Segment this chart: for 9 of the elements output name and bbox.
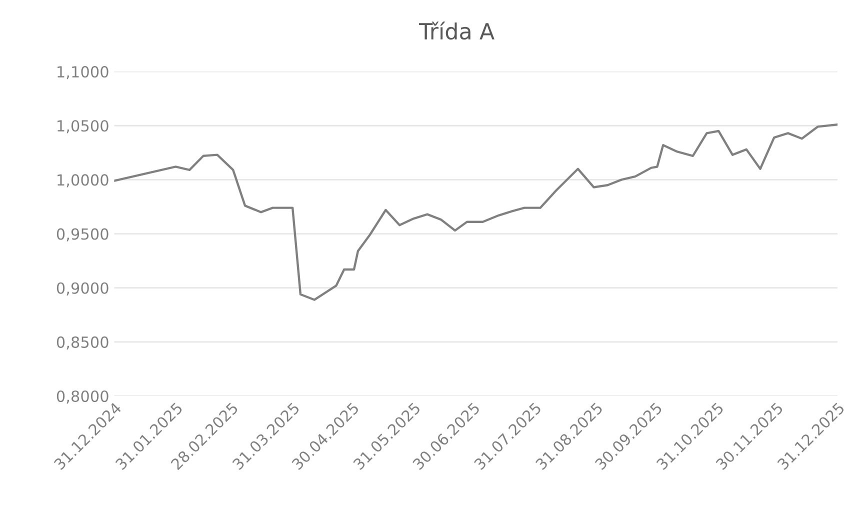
y-tick-label: 1,0500	[58, 120, 108, 134]
y-tick-label: 0,9500	[56, 228, 108, 242]
y-tick-label: 0,8000	[56, 390, 108, 404]
chart-title: Třída A	[418, 22, 494, 40]
y-tick-label: 0,8500	[56, 336, 108, 350]
line-series	[114, 123, 838, 301]
y-tick-label: 0,9000	[56, 282, 108, 296]
y-tick-label: 1,1000	[58, 66, 108, 80]
y-tick-label: 1,0000	[58, 174, 108, 188]
